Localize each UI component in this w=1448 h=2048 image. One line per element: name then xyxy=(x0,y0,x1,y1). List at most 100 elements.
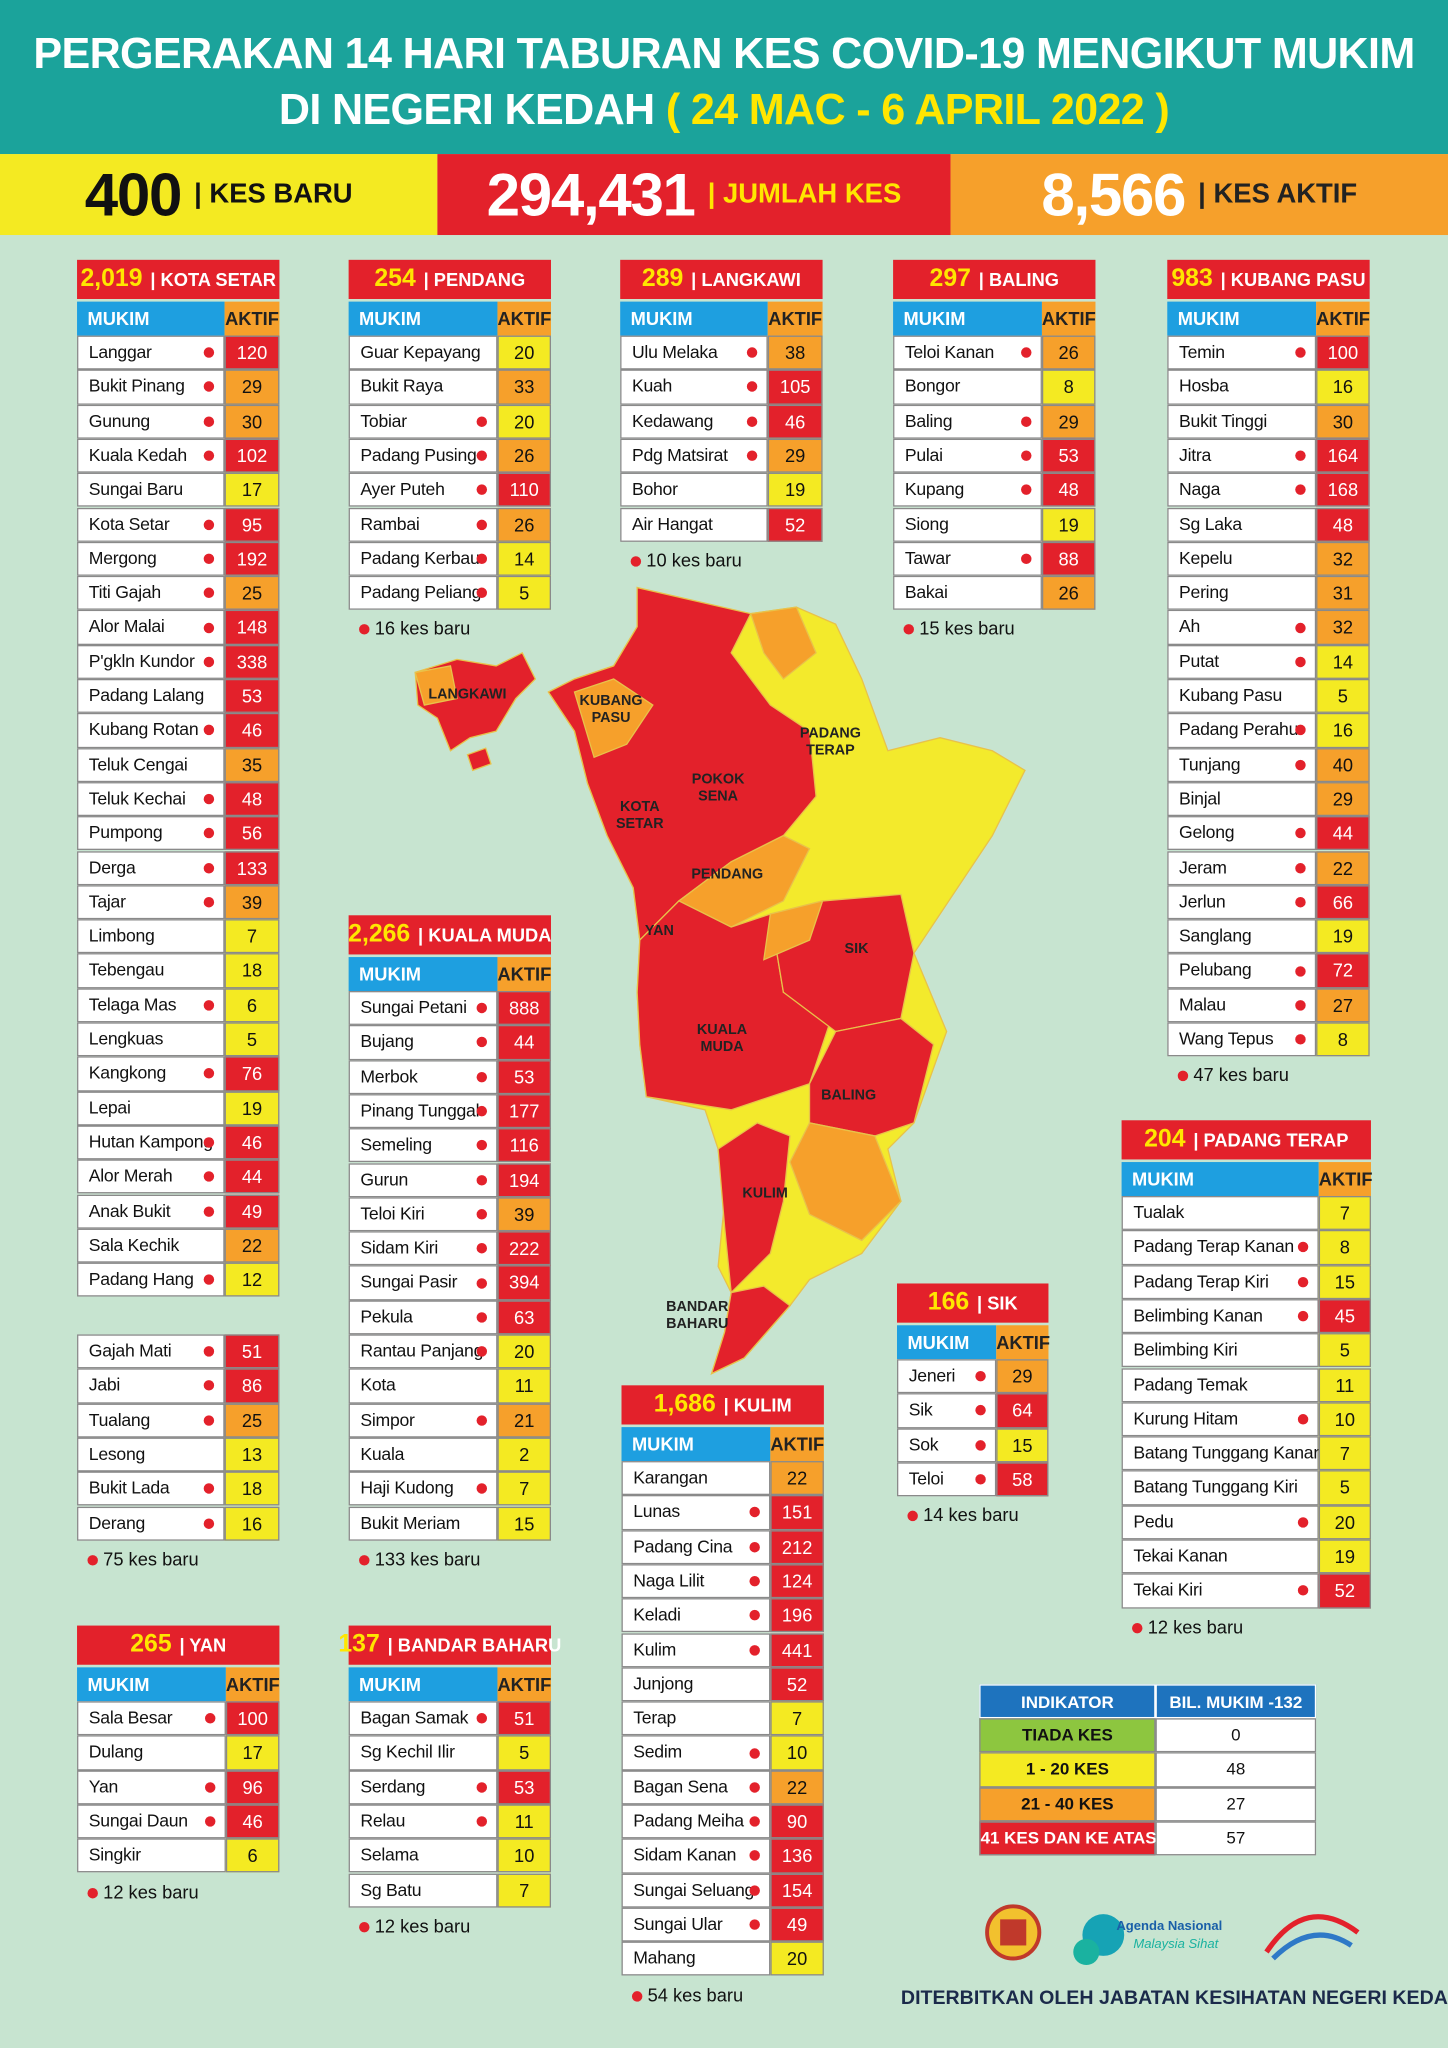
mukim-cell: Naga Lilit xyxy=(621,1564,771,1599)
aktif-cell: 52 xyxy=(767,507,823,542)
mukim-cell: Pulai xyxy=(893,438,1042,473)
mukim-cell: Jerlun xyxy=(1167,884,1317,920)
mukim-cell: Semeling xyxy=(348,1128,498,1163)
new-case-dot xyxy=(203,587,215,599)
aktif-cell: 5 xyxy=(497,575,551,611)
note: 47 kes baru xyxy=(1193,1064,1289,1086)
indicator-count: 27 xyxy=(1155,1786,1317,1822)
logo-arc xyxy=(1271,1932,1353,1961)
mukim-cell: Jeneri xyxy=(897,1359,997,1394)
new-case-dot xyxy=(203,828,215,839)
new-case-dot xyxy=(203,519,215,530)
district-total: 289 xyxy=(641,265,684,293)
new-case-dot xyxy=(1295,828,1306,839)
aktif-cell: 22 xyxy=(770,1461,824,1496)
aktif-cell: 196 xyxy=(770,1598,824,1633)
mukim-cell: Padang Hang xyxy=(77,1262,225,1298)
aktif-cell: 12 xyxy=(224,1262,280,1298)
map-label: PADANG xyxy=(800,726,861,742)
column-header: AKTIF xyxy=(497,1667,551,1702)
map-label: LANGKAWI xyxy=(428,687,506,703)
column-header: MUKIM xyxy=(893,301,1042,336)
mukim-cell: Gelong xyxy=(1167,816,1317,851)
aktif-cell: 110 xyxy=(497,472,551,508)
new-case-dot xyxy=(203,1415,215,1426)
mukim-cell: Lengkuas xyxy=(77,1022,225,1057)
mukim-cell: Jitra xyxy=(1167,438,1317,473)
aktif-cell: 5 xyxy=(1318,1470,1371,1506)
mukim-cell: Bagan Samak xyxy=(348,1701,498,1736)
aktif-cell: 46 xyxy=(225,1804,280,1839)
mukim-cell: Sedim xyxy=(621,1735,771,1771)
map-label: KUALA xyxy=(697,1022,747,1038)
new-case-dot xyxy=(1295,484,1306,496)
aktif-cell: 30 xyxy=(224,404,280,439)
mukim-cell: Bujang xyxy=(348,1025,498,1060)
aktif-cell: 16 xyxy=(1316,713,1370,748)
mukim-cell: Kuala xyxy=(348,1437,498,1472)
new-case-dot xyxy=(749,1507,760,1518)
mukim-cell: Ayer Puteh xyxy=(348,472,498,508)
mukim-cell: Sungai Petani xyxy=(348,991,498,1026)
stat-label: | KES AKTIF xyxy=(1198,178,1358,209)
mukim-cell: Padang Terap Kanan xyxy=(1121,1230,1319,1265)
aktif-cell: 22 xyxy=(224,1228,280,1263)
aktif-cell: 39 xyxy=(497,1197,551,1232)
district-name: | KULIM xyxy=(723,1394,792,1416)
new-case-dot xyxy=(203,896,215,908)
region-red xyxy=(710,1285,791,1375)
aktif-cell: 51 xyxy=(497,1701,551,1736)
new-case-dot xyxy=(1021,553,1032,564)
mukim-cell: Wang Tepus xyxy=(1167,1022,1317,1057)
new-case-dot xyxy=(476,1071,488,1083)
new-case-dot xyxy=(746,450,758,461)
map-label: PASU xyxy=(592,710,631,726)
note-dot xyxy=(359,1921,370,1933)
new-case-dot xyxy=(1297,1585,1309,1597)
aktif-cell: 35 xyxy=(224,747,280,782)
island xyxy=(466,747,492,772)
mukim-cell: Gajah Mati xyxy=(77,1334,225,1369)
new-case-dot xyxy=(749,1747,760,1759)
mukim-cell: Padang Kerbau xyxy=(348,541,498,576)
new-case-dot xyxy=(203,450,215,461)
mukim-cell: Pumpong xyxy=(77,816,225,851)
aktif-cell: 20 xyxy=(1318,1505,1371,1540)
new-case-dot xyxy=(1295,622,1306,633)
region-orange xyxy=(749,606,817,680)
stat-value: 8,566 xyxy=(1041,160,1186,229)
mukim-cell: Bongor xyxy=(893,369,1042,405)
aktif-cell: 177 xyxy=(497,1094,551,1129)
mukim-cell: Alor Malai xyxy=(77,610,225,645)
stat-box: 294,431 | JUMLAH KES xyxy=(437,154,951,236)
title-band xyxy=(0,0,1448,155)
aktif-cell: 25 xyxy=(224,575,280,611)
new-case-dot xyxy=(975,1474,986,1485)
new-case-dot xyxy=(203,1518,215,1529)
note: 12 kes baru xyxy=(103,1880,199,1902)
note-dot xyxy=(359,624,370,636)
stat-box: 8,566 | KES AKTIF xyxy=(950,154,1448,236)
aktif-cell: 8 xyxy=(1316,1022,1370,1057)
mukim-cell: Padang Terap Kiri xyxy=(1121,1264,1319,1300)
aktif-cell: 120 xyxy=(224,335,280,370)
new-case-dot xyxy=(1021,416,1032,427)
mukim-cell: Serdang xyxy=(348,1769,498,1805)
footer: DITERBITKAN OLEH JABATAN KESIHATAN NEGER… xyxy=(900,1987,1448,2010)
region-orange xyxy=(763,899,824,961)
new-case-dot xyxy=(476,416,488,427)
title-date: ( 24 MAC - 6 APRIL 2022 ) xyxy=(665,84,1170,134)
aktif-cell: 192 xyxy=(224,541,280,576)
new-case-dot xyxy=(476,1713,488,1724)
new-case-dot xyxy=(1295,725,1306,736)
logo-flower xyxy=(1073,1938,1100,1966)
mukim-cell: Merbok xyxy=(348,1059,498,1095)
district-name: | SIK xyxy=(976,1292,1018,1314)
new-case-dot xyxy=(1297,1310,1309,1322)
new-case-dot xyxy=(204,1816,216,1827)
mukim-cell: Kubang Rotan xyxy=(77,713,225,748)
aktif-cell: 20 xyxy=(497,335,551,370)
district-name: | BANDAR BAHARU xyxy=(387,1634,562,1656)
mukim-cell: Padang Peliang xyxy=(348,575,498,611)
